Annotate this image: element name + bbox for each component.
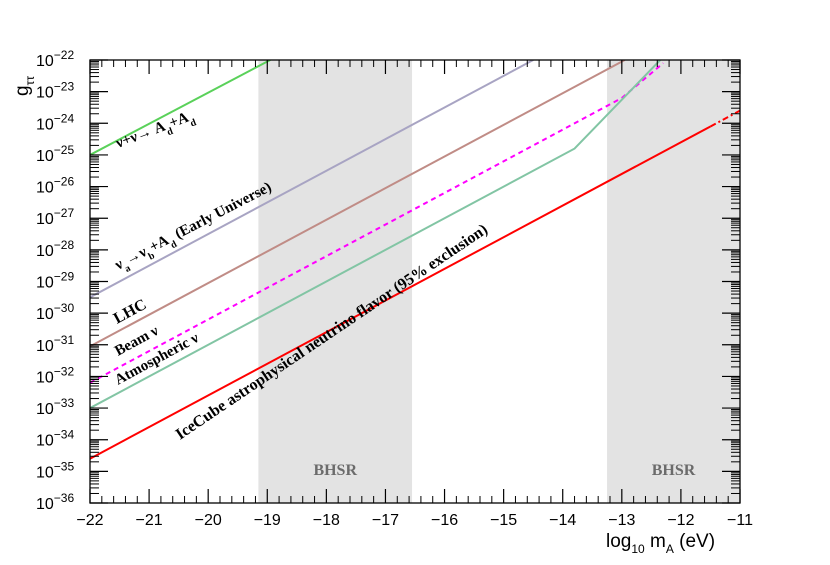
y-tick-base: 10 — [36, 369, 54, 386]
y-tick-exponent: −33 — [54, 396, 75, 410]
y-tick-exponent: −35 — [54, 459, 75, 473]
y-tick-exponent: −25 — [54, 143, 75, 157]
y-tick-label: 10−24 — [36, 111, 74, 133]
x-tick-label: −18 — [313, 512, 340, 529]
annotation-nu-nu-ad-ad: ν+ν→ Ad+Ad — [113, 108, 198, 157]
x-tick-label: −11 — [727, 512, 753, 529]
y-tick-exponent: −31 — [54, 333, 75, 347]
y-axis-title: gττ — [12, 76, 37, 96]
y-tick-label: 10−23 — [36, 80, 74, 102]
x-tick-labels: −22 −21 −20 −19 −18 −17 −16 −15 −14 −13 −12 −11 — [76, 512, 753, 529]
x-tick-label: −12 — [667, 512, 694, 529]
series-line-6 — [709, 109, 740, 128]
y-tick-base: 10 — [36, 338, 54, 355]
y-tick-label: 10−28 — [36, 238, 74, 260]
y-tick-exponent: −28 — [54, 238, 75, 252]
y-tick-base: 10 — [36, 180, 54, 197]
y-tick-label: 10−26 — [36, 175, 74, 197]
y-tick-base: 10 — [36, 243, 54, 260]
y-tick-label: 10−35 — [36, 459, 74, 481]
anno0-p3: d — [189, 116, 199, 128]
anno1-p4: +A — [147, 232, 172, 255]
y-tick-label: 10−27 — [36, 206, 74, 228]
y-tick-base: 10 — [36, 116, 54, 133]
series-line-4 — [90, 60, 661, 409]
bhsr-label-1: BHSR — [652, 462, 696, 479]
y-tick-label: 10−32 — [36, 364, 74, 386]
x-tick-label: −20 — [195, 512, 222, 529]
y-tick-base: 10 — [36, 211, 54, 228]
x-tick-label: −13 — [608, 512, 635, 529]
xlabel-sub: 10 — [631, 542, 645, 556]
y-tick-base: 10 — [36, 85, 54, 102]
bhsr-label-0: BHSR — [313, 462, 357, 479]
y-tick-base: 10 — [36, 53, 54, 70]
bhsr-region-1 — [607, 60, 740, 503]
xlabel-sub2: A — [666, 542, 674, 556]
anno1-p1: a — [123, 262, 133, 274]
y-tick-label: 10−31 — [36, 333, 74, 355]
y-tick-exponent: −22 — [54, 48, 75, 62]
x-tick-label: −14 — [549, 512, 576, 529]
y-tick-label: 10−33 — [36, 396, 74, 418]
shaded-regions: BHSR BHSR — [258, 60, 740, 503]
ylabel-sub: ττ — [23, 76, 37, 86]
series-line-0 — [90, 60, 271, 156]
annotation-lhc: LHC — [111, 296, 150, 327]
y-tick-exponent: −32 — [54, 364, 75, 378]
x-tick-label: −19 — [254, 512, 281, 529]
axis-ticks — [89, 59, 741, 504]
y-tick-exponent: −36 — [54, 491, 75, 505]
x-tick-label: −22 — [76, 512, 103, 529]
y-tick-label: 10−30 — [36, 301, 74, 323]
y-tick-label: 10−34 — [36, 428, 74, 450]
y-tick-exponent: −24 — [54, 111, 75, 125]
x-tick-label: −17 — [372, 512, 399, 529]
y-tick-label: 10−22 — [36, 48, 74, 70]
series-line-2 — [90, 60, 626, 348]
x-tick-label: −21 — [136, 512, 163, 529]
y-tick-exponent: −23 — [54, 80, 75, 94]
anno1-p3: b — [147, 250, 157, 263]
y-tick-base: 10 — [36, 401, 54, 418]
x-axis-title: log10 mA (eV) — [606, 531, 715, 556]
x-tick-label: −15 — [490, 512, 517, 529]
bhsr-region-0 — [258, 60, 413, 503]
y-tick-labels: 10−3610−3510−3410−3310−3210−3110−3010−29… — [36, 48, 74, 513]
y-tick-exponent: −27 — [54, 206, 75, 220]
y-tick-exponent: −29 — [54, 270, 75, 284]
y-tick-exponent: −34 — [54, 428, 75, 442]
y-tick-exponent: −30 — [54, 301, 75, 315]
series-line-5 — [90, 125, 711, 460]
y-tick-label: 10−29 — [36, 270, 74, 292]
anno1-p5: d — [169, 238, 179, 251]
series-line-3 — [90, 62, 664, 384]
annotation-early-universe: νa→νb+Ad (Early Universe) — [112, 179, 277, 278]
anno0-p1: d — [165, 125, 175, 137]
xlabel-mid: m — [645, 531, 666, 552]
y-tick-base: 10 — [36, 306, 54, 323]
y-tick-base: 10 — [36, 275, 54, 292]
x-tick-label: −16 — [431, 512, 458, 529]
exclusion-curves — [90, 60, 740, 460]
anno0-p0: ν+ν→ A — [113, 118, 168, 152]
anno0-p2: +A — [167, 110, 191, 132]
series-line-1 — [90, 60, 534, 299]
y-tick-label: 10−36 — [36, 491, 74, 513]
ylabel-main: g — [12, 85, 33, 96]
xlabel-unit: (eV) — [674, 531, 715, 552]
y-tick-base: 10 — [36, 464, 54, 481]
y-tick-exponent: −26 — [54, 175, 75, 189]
y-tick-base: 10 — [36, 148, 54, 165]
y-tick-label: 10−25 — [36, 143, 74, 165]
y-tick-base: 10 — [36, 496, 54, 513]
y-tick-base: 10 — [36, 433, 54, 450]
xlabel-main: log — [606, 531, 631, 552]
